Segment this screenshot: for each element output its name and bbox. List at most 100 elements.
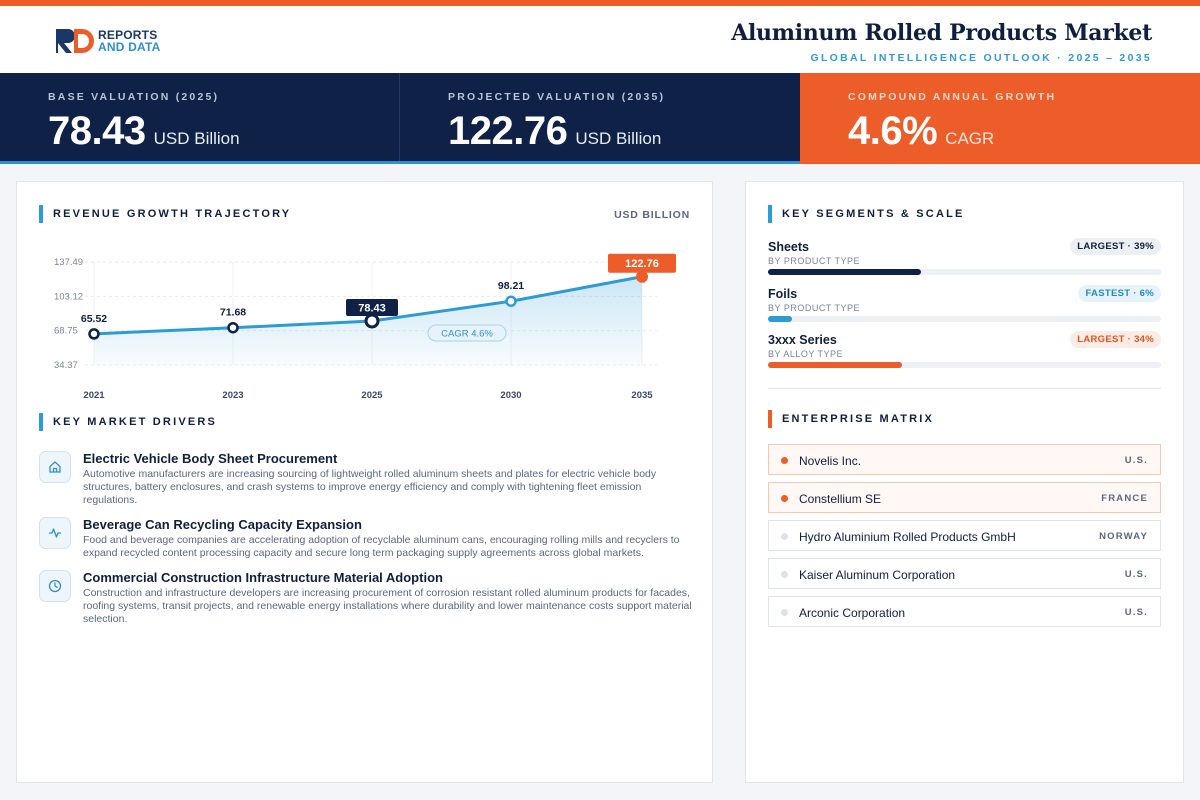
data-label: 122.76	[625, 258, 659, 270]
enterprise-name: Hydro Aluminium Rolled Products GmbH	[799, 530, 1016, 544]
segment-bar-track	[768, 269, 1161, 275]
data-point	[88, 328, 100, 340]
segment-bar-fill	[768, 362, 902, 368]
segment-name: Sheets	[768, 240, 809, 254]
section-title: ENTERPRISE MATRIX	[782, 413, 935, 425]
kpi-value: 122.76	[448, 109, 568, 153]
dot-icon	[781, 533, 788, 540]
enterprise-row[interactable]: Arconic Corporation U.S.	[768, 596, 1161, 627]
kpi-base-valuation: BASE VALUATION (2025) 78.43 USD Billion	[0, 73, 400, 164]
enterprise-country: U.S.	[1124, 569, 1148, 580]
y-tick-label: 103.12	[54, 291, 83, 302]
cagr-pill	[427, 324, 507, 342]
enterprise-country: U.S.	[1124, 607, 1148, 618]
x-tick-label: 2035	[631, 390, 653, 401]
driver-description: Construction and infrastructure develope…	[83, 587, 692, 625]
data-point	[364, 313, 380, 329]
segment-badge: FASTEST · 6%	[1078, 285, 1161, 302]
driver-description: Automotive manufacturers are increasing …	[83, 468, 657, 506]
segment-category: BY PRODUCT TYPE	[768, 256, 861, 266]
logo-line-2: AND DATA	[98, 40, 161, 54]
kpi-projected-valuation: PROJECTED VALUATION (2035) 122.76 USD Bil…	[400, 73, 800, 164]
segment-bar-fill	[768, 269, 922, 275]
enterprise-country: U.S.	[1124, 455, 1148, 466]
kpi-unit: USD Billion	[153, 129, 240, 148]
segment-bar-track	[768, 316, 1161, 322]
section-head-enterprise: ENTERPRISE MATRIX	[768, 410, 934, 428]
segment-bar-fill	[768, 316, 792, 322]
data-point	[505, 295, 517, 307]
section-title: KEY SEGMENTS & SCALE	[782, 208, 965, 220]
segment-name: Foils	[768, 287, 798, 301]
kpi-label: BASE VALUATION (2025)	[48, 91, 220, 103]
section-title: KEY MARKET DRIVERS	[53, 416, 218, 428]
data-point	[227, 321, 239, 334]
kpi-row: BASE VALUATION (2025) 78.43 USD Billion P…	[0, 73, 1200, 164]
enterprise-name: Kaiser Aluminum Corporation	[799, 568, 956, 582]
revenue-chart: 34.37 68.75 103.12 137.49 CAGR 4.6% 65.52 71…	[17, 242, 714, 407]
top-accent-bar	[0, 0, 1200, 6]
enterprise-name: Novelis Inc.	[799, 454, 862, 468]
enterprise-row[interactable]: Hydro Aluminium Rolled Products GmbH NOR…	[768, 520, 1161, 551]
y-tick-label: 68.75	[54, 326, 78, 337]
data-label-bg	[608, 253, 676, 273]
kpi-cagr: COMPOUND ANNUAL GROWTH 4.6% CAGR	[800, 73, 1200, 164]
segment-badge: LARGEST · 39%	[1070, 238, 1161, 255]
driver-item: Beverage Can Recycling Capacity Expansio…	[39, 517, 689, 561]
clock-icon	[39, 570, 71, 602]
data-label: 65.52	[81, 313, 107, 325]
section-head-trajectory: REVENUE GROWTH TRAJECTORY	[39, 205, 291, 223]
section-accent	[39, 205, 43, 223]
page-subtitle: GLOBAL INTELLIGENCE OUTLOOK · 2025 – 203…	[810, 52, 1152, 64]
activity-icon	[39, 517, 71, 549]
kpi-label: COMPOUND ANNUAL GROWTH	[848, 91, 1057, 103]
section-accent	[768, 410, 772, 428]
driver-item: Commercial Construction Infrastructure M…	[39, 570, 692, 626]
enterprise-name: Constellium SE	[799, 492, 882, 506]
right-panel: KEY SEGMENTS & SCALE Sheets BY PRODUCT T…	[745, 181, 1184, 783]
kpi-value: 4.6%	[848, 109, 938, 153]
section-head-segments: KEY SEGMENTS & SCALE	[768, 205, 965, 223]
logo-text: REPORTS AND DATA	[98, 29, 160, 53]
cagr-pill-label: CAGR 4.6%	[441, 328, 493, 339]
revenue-line-chart: 34.37 68.75 103.12 137.49 CAGR 4.6% 65.52 71…	[54, 253, 676, 401]
driver-title: Beverage Can Recycling Capacity Expansio…	[83, 517, 362, 532]
enterprise-name: Arconic Corporation	[799, 606, 906, 620]
enterprise-row[interactable]: Novelis Inc. U.S.	[768, 444, 1161, 475]
section-title: REVENUE GROWTH TRAJECTORY	[53, 208, 292, 220]
driver-description: Food and beverage companies are accelera…	[83, 534, 680, 559]
x-tick-label: 2023	[222, 390, 243, 401]
left-panel: REVENUE GROWTH TRAJECTORY USD BILLION 34…	[16, 181, 713, 783]
home-icon	[39, 451, 71, 483]
kpi-value: 78.43	[48, 109, 146, 153]
title-block: Aluminum Rolled Products Market GLOBAL I…	[731, 20, 1152, 64]
highlight-dot-icon	[781, 457, 788, 464]
enterprise-row[interactable]: Constellium SE FRANCE	[768, 482, 1161, 513]
section-head-drivers: KEY MARKET DRIVERS	[39, 413, 217, 431]
kpi-divider	[399, 73, 400, 161]
segment-category: BY ALLOY TYPE	[768, 349, 844, 359]
chart-area-fill	[94, 276, 642, 365]
kpi-label: PROJECTED VALUATION (2035)	[448, 91, 666, 103]
logo-line-1: REPORTS	[98, 28, 158, 42]
dot-icon	[781, 609, 788, 616]
kpi-unit: CAGR	[945, 129, 995, 148]
page-title: Aluminum Rolled Products Market	[731, 20, 1152, 46]
enterprise-country: FRANCE	[1101, 493, 1148, 504]
enterprise-row[interactable]: Kaiser Aluminum Corporation U.S.	[768, 558, 1161, 589]
x-tick-label: 2025	[361, 390, 383, 401]
driver-item: Electric Vehicle Body Sheet Procurement …	[39, 451, 689, 507]
chart-unit-label: USD BILLION	[614, 209, 690, 221]
section-accent	[39, 413, 43, 431]
data-label: 71.68	[220, 307, 246, 319]
logo: REPORTS AND DATA	[54, 27, 214, 57]
data-label: 78.43	[358, 302, 386, 314]
segment-name: 3xxx Series	[768, 333, 837, 347]
y-tick-label: 137.49	[54, 257, 83, 268]
highlight-dot-icon	[781, 495, 788, 502]
x-tick-label: 2030	[500, 390, 521, 401]
divider	[768, 388, 1161, 389]
enterprise-country: NORWAY	[1099, 531, 1148, 542]
segment-bar-track	[768, 362, 1161, 368]
segment-category: BY PRODUCT TYPE	[768, 303, 861, 313]
